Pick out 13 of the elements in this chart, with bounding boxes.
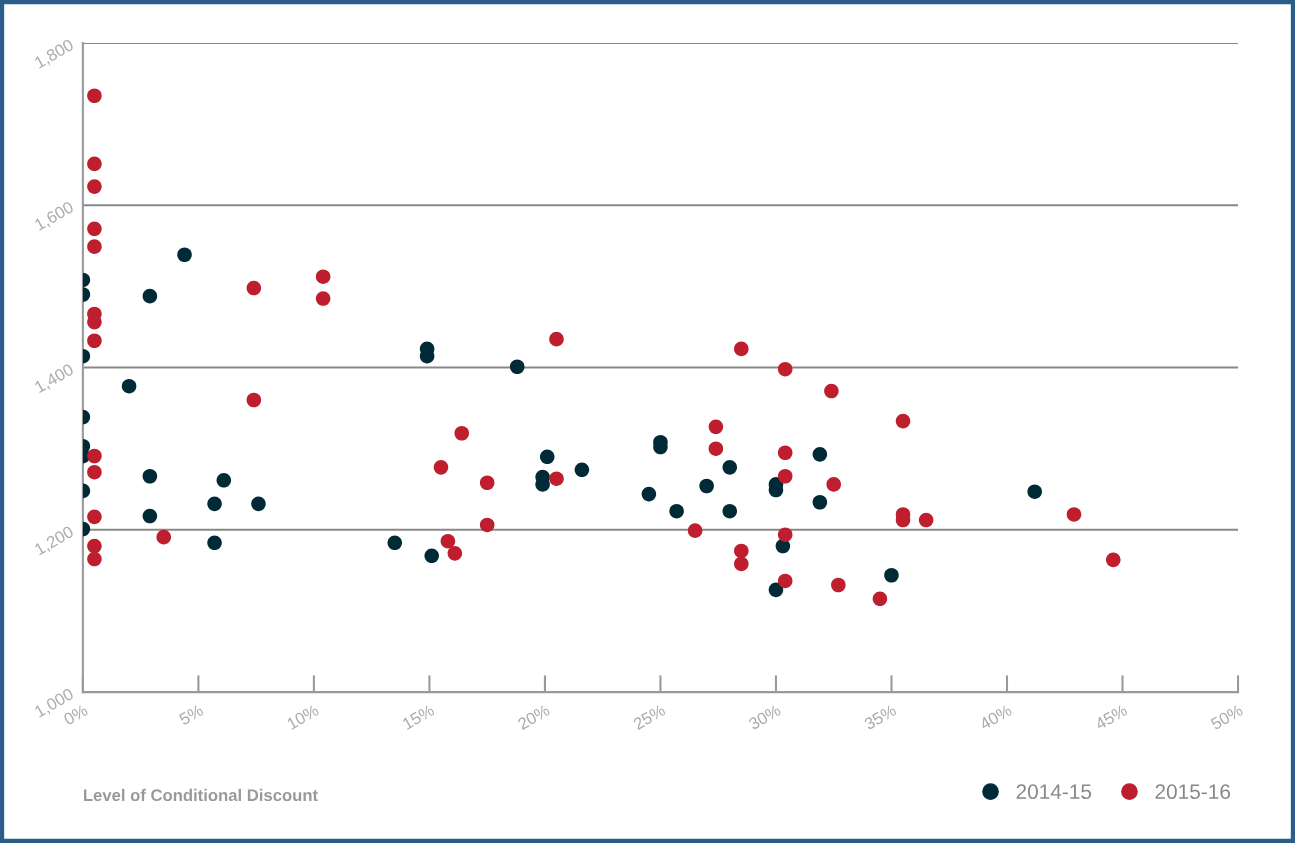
x-tick-label: 25% [632,703,667,731]
x-tick-label: 15% [401,703,436,730]
x-tick-label: 45% [1094,703,1129,731]
x-tick-label: 40% [978,703,1013,731]
x-axis-title: Level of Conditional Discount [83,788,318,802]
x-tick-label: 50% [1209,703,1244,731]
x-tick-label: 10% [286,703,320,730]
x-tick-label: 35% [863,703,898,731]
legend-label: 2014-15 [1016,784,1092,800]
x-tick-label: 5% [178,703,204,726]
legend-label: 2015-16 [1155,784,1231,800]
x-tick-label: 30% [747,703,782,731]
x-tick-label: 20% [516,703,551,731]
